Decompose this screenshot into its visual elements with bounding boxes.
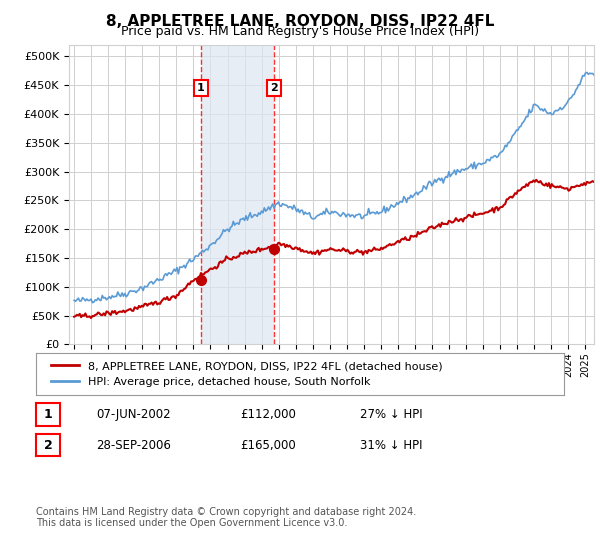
Text: Price paid vs. HM Land Registry's House Price Index (HPI): Price paid vs. HM Land Registry's House … — [121, 25, 479, 38]
Text: 28-SEP-2006: 28-SEP-2006 — [96, 438, 171, 452]
Legend: 8, APPLETREE LANE, ROYDON, DISS, IP22 4FL (detached house), HPI: Average price, : 8, APPLETREE LANE, ROYDON, DISS, IP22 4F… — [47, 357, 447, 391]
Text: 8, APPLETREE LANE, ROYDON, DISS, IP22 4FL: 8, APPLETREE LANE, ROYDON, DISS, IP22 4F… — [106, 14, 494, 29]
Text: 27% ↓ HPI: 27% ↓ HPI — [360, 408, 422, 421]
Text: 07-JUN-2002: 07-JUN-2002 — [96, 408, 170, 421]
Text: 31% ↓ HPI: 31% ↓ HPI — [360, 438, 422, 452]
Text: 2: 2 — [271, 83, 278, 93]
Text: 1: 1 — [44, 408, 52, 421]
Text: £112,000: £112,000 — [240, 408, 296, 421]
Text: 1: 1 — [197, 83, 205, 93]
Text: Contains HM Land Registry data © Crown copyright and database right 2024.
This d: Contains HM Land Registry data © Crown c… — [36, 507, 416, 529]
Bar — [201, 45, 274, 344]
Text: £165,000: £165,000 — [240, 438, 296, 452]
Text: 2: 2 — [44, 438, 52, 452]
